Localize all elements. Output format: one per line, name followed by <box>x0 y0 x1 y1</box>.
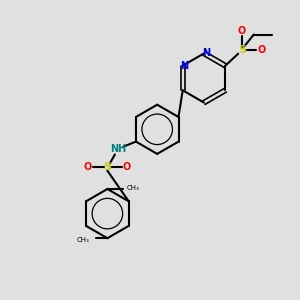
Text: O: O <box>123 162 131 172</box>
Text: CH₃: CH₃ <box>127 184 139 190</box>
Text: S: S <box>103 162 111 172</box>
Text: S: S <box>238 45 246 55</box>
Text: NH: NH <box>110 144 126 154</box>
Text: O: O <box>84 162 92 172</box>
Text: O: O <box>238 26 246 37</box>
Text: CH₃: CH₃ <box>76 237 89 243</box>
Text: O: O <box>257 45 266 55</box>
Text: N: N <box>180 61 189 71</box>
Text: N: N <box>202 48 210 58</box>
